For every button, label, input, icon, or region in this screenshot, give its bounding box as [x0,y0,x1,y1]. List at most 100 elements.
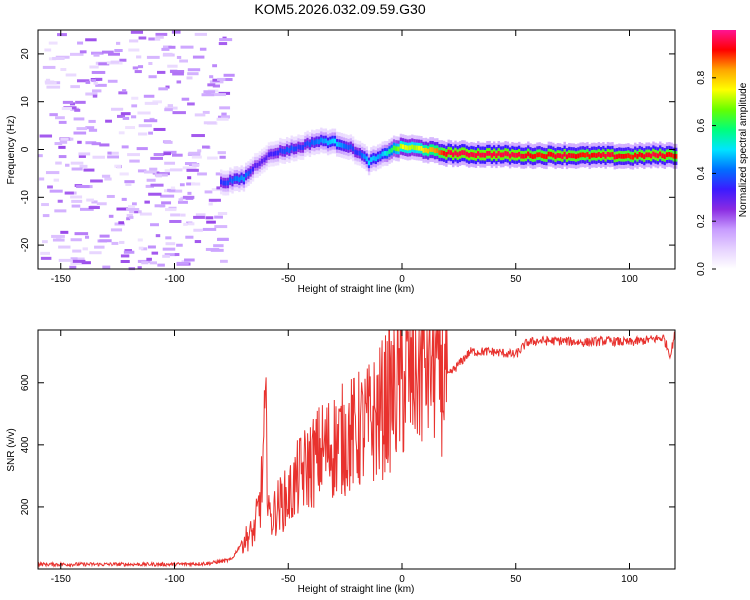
spectrogram-cell [164,253,177,257]
spectrogram-cell [172,72,184,76]
spectrogram-cell [167,64,178,68]
spectrogram-cell [527,151,530,157]
snr-x-axis-label: Height of straight line (km) [298,584,415,595]
spectrogram-cell [119,240,125,244]
spectrogram-cell [169,168,183,172]
colorbar-gradient [712,30,736,269]
spectrogram-cell [668,152,671,157]
spectrogram-cell [638,152,641,157]
spectrogram-cell [70,85,80,89]
spectrogram-cell [324,138,328,144]
spectrogram-cell [493,151,496,157]
spectrogram-cell [599,153,603,159]
spectrogram-cell [201,93,215,97]
spectrogram-cell [58,120,67,124]
spectrogram-cell [72,257,85,261]
spectrogram-cell [652,151,655,157]
spectrogram-cell [75,100,86,104]
spectrogram-cell [60,230,69,234]
spectrogram-cell [454,150,457,156]
spectrogram-cell [167,104,174,108]
spectrogram-cell [176,243,183,247]
spectrogram-cell [177,200,188,204]
spectrogram-cell [138,132,148,136]
spectrogram-cell [187,176,192,180]
spectrogram-cell [99,234,110,238]
spectrogram-cell [119,58,127,62]
spectrogram-cell [164,106,178,110]
spectrogram-cell [221,115,230,119]
spectrogram-cell [151,251,159,255]
spectrogram-cell [222,180,225,186]
spectrogram-cell [148,75,157,79]
spectrogram-cell [390,147,394,153]
spectrogram-cell [597,152,601,157]
spectrogram-cell [176,55,182,59]
spectrogram-cell [99,143,110,147]
spectrogram-cell [242,176,246,182]
spectrogram-cell [442,150,446,156]
spectrogram-cells [38,30,678,271]
spectrogram-cell [180,45,194,49]
spectrogram-cell [420,146,423,151]
spectrogram-cell [365,156,368,162]
spectrogram-cell [502,152,505,158]
snr-y-tick-label: 400 [20,436,31,453]
spectrogram-cell [186,182,196,186]
spectrogram-cell [136,55,142,59]
spectrogram-cell [216,117,229,121]
spectrogram-cell [212,78,220,82]
spectrogram-cell [149,167,158,171]
spectrogram-cell [92,89,102,93]
spectrogram-cell [107,155,120,159]
spectrogram-cell [162,52,173,56]
spectrogram-cell [356,150,359,156]
spectrogram-cell [90,179,103,183]
spectrogram-cell [311,139,314,145]
spectrogram-cell [290,145,293,151]
spectrogram-cell [94,245,105,249]
spectrogram-cell [270,151,273,157]
spectrogram-cell [124,180,135,184]
spectrogram-cell [116,41,121,45]
spectrogram-cell [134,70,142,74]
spectrogram-cell [127,205,136,209]
spectrogram-cell [367,160,371,166]
spectrogram-cell [165,85,170,89]
spectrogram-cell [72,259,86,263]
spectrogram-cell [604,153,607,159]
spectrogram-cell [490,152,494,158]
spectrogram-cell [183,222,188,226]
spectrogram-cell [545,154,548,160]
spectrogram-cell [95,77,103,81]
spectrogram-cell [85,80,91,84]
spectrogram-cell [251,166,255,172]
spectrogram-cell [89,251,102,255]
spectrogram-cell [137,65,144,69]
spectrogram-cell [65,163,70,167]
spectrogram-cell [52,238,65,242]
spectrogram-cell [132,66,139,70]
spectrogram-cell [205,216,214,220]
spectrogram-cell [477,151,480,156]
spectrogram-cell [214,215,223,219]
spectrogram-cell [74,232,89,236]
spectrogram-cell [258,161,262,166]
spectrogram-cell [114,49,123,53]
spectrogram-cell [611,152,614,157]
spectrogram-cell [219,106,231,110]
spectrogram-cell [155,32,168,36]
spectrogram-cell [636,154,639,159]
spectrogram-cell [122,116,130,120]
spectrogram-cell [202,145,210,149]
spectrogram-cell [92,155,105,159]
spectrogram-cell [130,30,144,34]
spectrogram-cell [164,169,171,173]
spectrogram-cell [386,151,389,156]
spectrogram-cell [472,152,475,158]
spectrogram-cell [631,154,635,160]
spectrogram-cell [139,212,152,216]
spectrogram-cell [76,79,90,83]
spectrogram-cell [292,146,296,152]
